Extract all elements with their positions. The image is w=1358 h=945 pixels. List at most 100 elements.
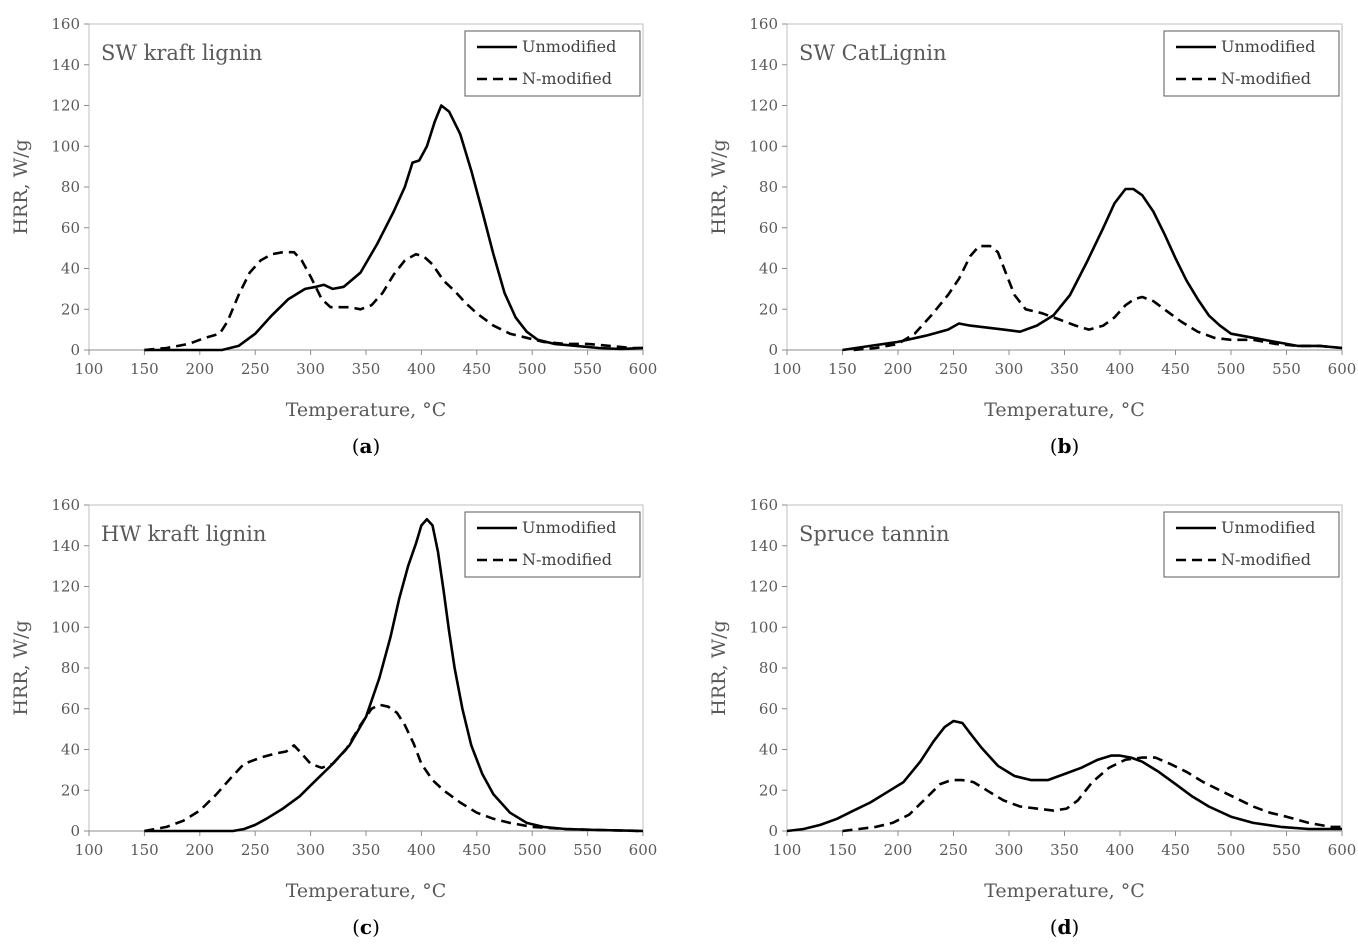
legend-label: N-modified <box>522 550 612 569</box>
y-tick-label: 20 <box>61 300 80 318</box>
x-tick-label: 400 <box>407 841 436 859</box>
x-tick-label: 300 <box>995 841 1024 859</box>
x-tick-label: 250 <box>241 360 270 378</box>
legend: Unmodified N-modified <box>464 30 641 97</box>
legend: Unmodified N-modified <box>1163 511 1340 578</box>
y-tick-label: 20 <box>61 781 80 799</box>
chart-panel-c: 0 20 40 60 80 100 120 140 160 100 150 200 250 300 350 4… <box>10 496 657 939</box>
y-axis-title: HRR, W/g <box>10 620 32 715</box>
x-tick-label: 550 <box>1272 360 1301 378</box>
y-tick-label: 60 <box>61 219 80 237</box>
panel-caption: (c) <box>352 915 380 939</box>
x-tick-label: 250 <box>939 360 968 378</box>
x-tick-label: 300 <box>296 360 325 378</box>
x-tick-label: 300 <box>995 360 1024 378</box>
x-tick-label: 150 <box>828 360 857 378</box>
legend-label: Unmodified <box>1221 37 1315 56</box>
y-tick-label: 160 <box>749 15 778 33</box>
x-tick-label: 500 <box>1217 841 1246 859</box>
x-tick-label: 350 <box>352 841 381 859</box>
x-tick-label: 200 <box>884 841 913 859</box>
x-axis-title: Temperature, °C <box>984 880 1145 902</box>
y-tick-label: 20 <box>759 300 778 318</box>
x-tick-label: 500 <box>518 841 547 859</box>
x-tick-label: 250 <box>939 841 968 859</box>
x-tick-label: 250 <box>241 841 270 859</box>
y-tick-label: 20 <box>759 781 778 799</box>
legend-label: Unmodified <box>1221 518 1315 537</box>
x-tick-label: 300 <box>296 841 325 859</box>
chart-panel-a: 0 20 40 60 80 100 120 140 160 100 150 200 250 300 350 4… <box>10 15 657 458</box>
legend-label: Unmodified <box>522 37 616 56</box>
series-line-n-modified <box>853 244 1343 352</box>
x-tick-label: 550 <box>1272 841 1301 859</box>
x-tick-label: 350 <box>1050 841 1079 859</box>
y-tick-label: 60 <box>61 700 80 718</box>
legend-label: Unmodified <box>522 518 616 537</box>
x-tick-label: 350 <box>1050 360 1079 378</box>
y-tick-label: 120 <box>51 578 80 596</box>
y-axis-title: HRR, W/g <box>708 620 730 715</box>
x-tick-label: 200 <box>884 360 913 378</box>
y-tick-label: 140 <box>51 537 80 555</box>
x-tick-label: 550 <box>573 360 602 378</box>
y-tick-label: 40 <box>61 260 80 278</box>
x-tick-label: 450 <box>462 841 491 859</box>
series-line-unmodified <box>144 104 644 352</box>
y-tick-label: 0 <box>768 341 778 359</box>
x-tick-label: 600 <box>629 841 658 859</box>
y-tick-label: 80 <box>61 659 80 677</box>
x-tick-label: 150 <box>130 841 159 859</box>
x-tick-label: 600 <box>629 360 658 378</box>
panel-title: SW CatLignin <box>799 41 947 65</box>
legend-box <box>1163 30 1340 97</box>
panel-caption: (d) <box>1050 915 1080 939</box>
x-axis-title: Temperature, °C <box>286 880 447 902</box>
x-axis-title: Temperature, °C <box>286 399 447 421</box>
x-tick-label: 550 <box>573 841 602 859</box>
legend-box <box>1163 511 1340 578</box>
x-tick-label: 600 <box>1328 360 1357 378</box>
x-tick-label: 150 <box>130 360 159 378</box>
x-tick-label: 350 <box>352 360 381 378</box>
legend-box <box>464 511 641 578</box>
y-tick-label: 80 <box>759 659 778 677</box>
chart-panel-d: 0 20 40 60 80 100 120 140 160 100 150 200 250 300 350 4… <box>708 496 1356 939</box>
x-tick-label: 100 <box>75 841 104 859</box>
x-tick-label: 450 <box>462 360 491 378</box>
y-tick-label: 140 <box>749 537 778 555</box>
y-tick-label: 140 <box>51 56 80 74</box>
y-tick-label: 120 <box>51 97 80 115</box>
y-tick-label: 80 <box>759 178 778 196</box>
x-tick-label: 150 <box>828 841 857 859</box>
y-tick-label: 40 <box>61 741 80 759</box>
x-tick-label: 200 <box>185 360 214 378</box>
series-line-n-modified <box>144 250 643 352</box>
series-line-unmodified <box>842 187 1343 352</box>
x-tick-label: 450 <box>1161 841 1190 859</box>
chart-panel-b: 0 20 40 60 80 100 120 140 160 100 150 200 250 300 350 4… <box>708 15 1356 458</box>
panel-title: Spruce tannin <box>799 522 950 546</box>
series-line-n-modified <box>144 703 644 833</box>
y-tick-label: 160 <box>51 496 80 514</box>
x-tick-label: 450 <box>1161 360 1190 378</box>
x-tick-label: 100 <box>773 841 802 859</box>
y-tick-label: 100 <box>51 618 80 636</box>
panel-caption: (a) <box>352 434 381 458</box>
legend-box <box>464 30 641 97</box>
legend: Unmodified N-modified <box>1163 30 1340 97</box>
y-tick-label: 100 <box>51 137 80 155</box>
series-line-unmodified <box>786 719 1342 833</box>
series-line-n-modified <box>842 756 1342 833</box>
y-tick-label: 120 <box>749 578 778 596</box>
legend-label: N-modified <box>522 69 612 88</box>
y-tick-label: 120 <box>749 97 778 115</box>
y-tick-label: 0 <box>70 341 80 359</box>
x-tick-label: 200 <box>185 841 214 859</box>
y-tick-label: 80 <box>61 178 80 196</box>
panel-title: HW kraft lignin <box>101 522 266 546</box>
y-tick-label: 60 <box>759 219 778 237</box>
x-tick-label: 100 <box>773 360 802 378</box>
x-tick-label: 100 <box>75 360 104 378</box>
